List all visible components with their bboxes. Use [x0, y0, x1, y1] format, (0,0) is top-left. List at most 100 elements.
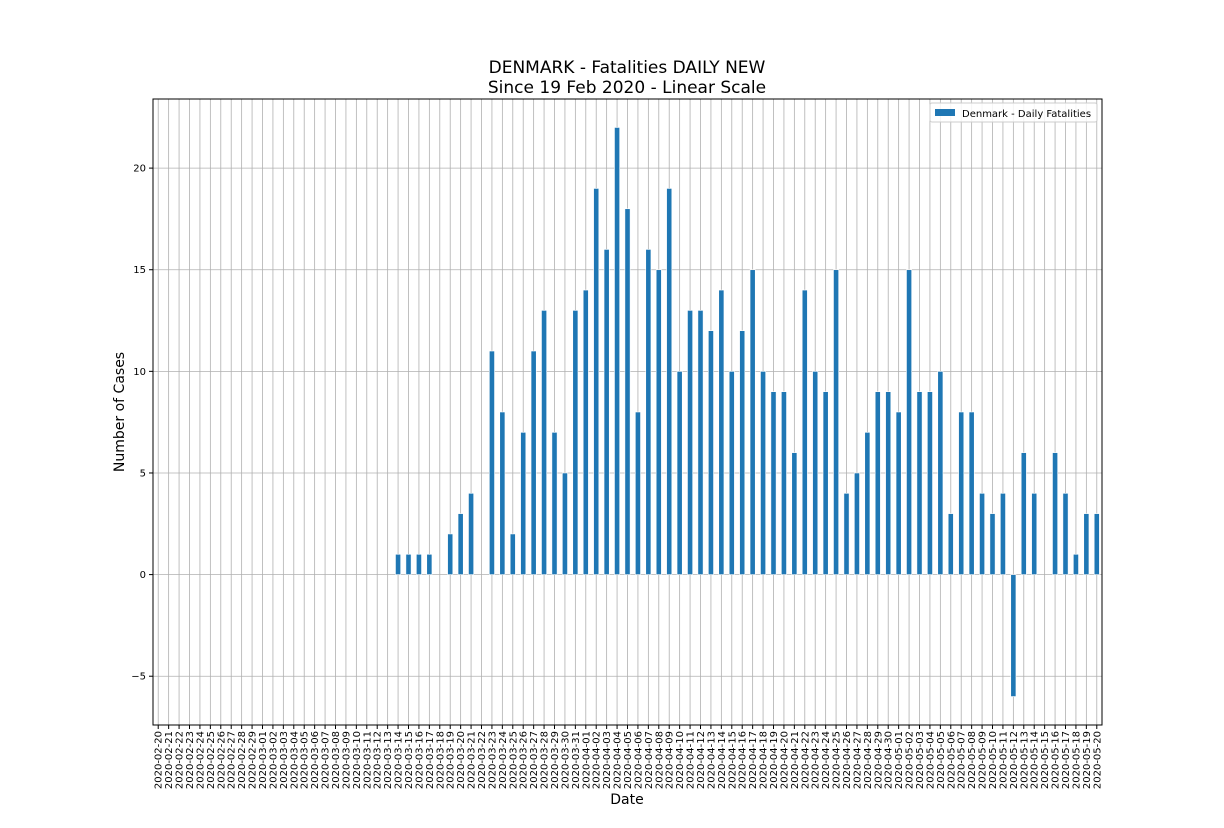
x-tick-label: 2020-03-29 — [550, 731, 561, 789]
bar — [697, 310, 704, 575]
bar — [989, 513, 996, 575]
bar — [927, 391, 933, 575]
y-tick-label: 15 — [133, 265, 146, 276]
y-tick-label: 0 — [140, 570, 146, 581]
bar — [520, 432, 527, 575]
x-tick-label: 2020-03-27 — [529, 731, 540, 789]
x-tick-label: 2020-02-25 — [206, 731, 217, 789]
x-tick-label: 2020-03-26 — [519, 731, 530, 789]
bar — [1062, 492, 1069, 575]
x-tick-label: 2020-03-17 — [425, 731, 436, 789]
chart-title: DENMARK - Fatalities DAILY NEW — [489, 58, 766, 78]
x-tick-label: 2020-05-01 — [894, 731, 905, 789]
x-tick-label: 2020-04-19 — [769, 731, 780, 789]
y-tick-label: 10 — [133, 367, 146, 378]
legend-box — [929, 102, 1098, 123]
bar — [603, 249, 610, 575]
x-tick-label: 2020-04-24 — [821, 731, 832, 789]
bar — [739, 330, 746, 575]
x-tick-label: 2020-04-06 — [633, 731, 644, 789]
bar — [895, 411, 902, 575]
bar — [447, 533, 454, 575]
bar — [760, 371, 766, 575]
x-tick-label: 2020-04-05 — [623, 731, 634, 789]
bar — [426, 553, 433, 575]
y-tick-label: −5 — [131, 672, 146, 683]
x-tick-label: 2020-03-16 — [414, 731, 425, 789]
bar — [812, 371, 819, 575]
x-tick-label: 2020-05-14 — [1030, 731, 1041, 789]
bar — [1052, 452, 1058, 575]
x-tick-label: 2020-02-22 — [175, 731, 186, 789]
bar — [968, 411, 975, 575]
y-tick-label: 5 — [140, 468, 146, 479]
y-axis-ticks: −5 0 5 10 15 20 — [131, 164, 153, 683]
x-tick-label: 2020-03-15 — [404, 731, 415, 789]
bar — [854, 472, 860, 575]
x-tick-label: 2020-05-19 — [1082, 731, 1093, 789]
x-tick-label: 2020-04-10 — [675, 731, 686, 789]
x-tick-label: 2020-05-04 — [925, 731, 936, 789]
bar — [551, 432, 558, 575]
x-tick-label: 2020-05-15 — [1040, 731, 1051, 789]
x-tick-label: 2020-05-10 — [988, 731, 999, 789]
x-tick-label: 2020-04-15 — [727, 731, 738, 789]
bar — [708, 330, 714, 575]
x-tick-label: 2020-03-11 — [362, 731, 373, 789]
x-tick-label: 2020-04-29 — [873, 731, 884, 789]
bar — [530, 350, 537, 575]
bar — [666, 188, 673, 575]
x-tick-label: 2020-05-17 — [1061, 731, 1072, 789]
bar — [947, 513, 954, 575]
x-tick-label: 2020-03-12 — [373, 731, 384, 789]
x-tick-label: 2020-03-04 — [289, 731, 300, 789]
bar — [937, 371, 944, 575]
x-tick-label: 2020-04-23 — [811, 731, 822, 789]
bar — [1083, 513, 1090, 575]
x-tick-label: 2020-02-20 — [154, 731, 165, 789]
x-tick-label: 2020-02-21 — [164, 731, 175, 789]
bar — [979, 492, 985, 575]
x-tick-label: 2020-04-09 — [665, 731, 676, 789]
bar — [781, 391, 787, 575]
legend: Denmark - Daily Fatalities — [929, 102, 1098, 123]
x-tick-label: 2020-04-28 — [863, 731, 874, 789]
x-tick-label: 2020-05-08 — [967, 731, 978, 789]
x-tick-label: 2020-04-27 — [852, 731, 863, 789]
bar — [958, 411, 965, 575]
bar — [395, 553, 401, 575]
x-tick-label: 2020-02-27 — [227, 731, 238, 789]
x-tick-label: 2020-05-13 — [1019, 731, 1030, 789]
x-tick-label: 2020-05-16 — [1051, 731, 1062, 789]
bar — [843, 492, 850, 575]
bar — [1020, 452, 1027, 575]
x-tick-label: 2020-03-06 — [310, 731, 321, 789]
bar — [885, 391, 892, 575]
x-tick-label: 2020-03-10 — [352, 731, 363, 789]
x-tick-label: 2020-02-29 — [248, 731, 259, 789]
legend-label: Denmark - Daily Fatalities — [962, 109, 1091, 120]
bars — [395, 127, 1100, 697]
x-tick-label: 2020-04-08 — [654, 731, 665, 789]
x-tick-label: 2020-05-18 — [1071, 731, 1082, 789]
x-tick-label: 2020-03-23 — [487, 731, 498, 789]
x-tick-label: 2020-04-18 — [759, 731, 770, 789]
bar — [906, 269, 912, 575]
x-tick-label: 2020-03-14 — [394, 731, 405, 789]
bar — [489, 350, 495, 575]
x-tick-label: 2020-05-06 — [946, 731, 957, 789]
x-tick-label: 2020-02-26 — [216, 731, 227, 789]
x-tick-label: 2020-02-28 — [237, 731, 248, 789]
bar — [801, 289, 808, 575]
x-tick-label: 2020-04-17 — [748, 731, 759, 789]
bar — [687, 310, 693, 575]
x-tick-label: 2020-04-02 — [592, 731, 603, 789]
bar — [1073, 553, 1079, 575]
x-tick-label: 2020-04-22 — [800, 731, 811, 789]
x-tick-label: 2020-04-20 — [779, 731, 790, 789]
x-tick-label: 2020-05-07 — [957, 731, 968, 789]
x-tick-label: 2020-03-22 — [477, 731, 488, 789]
x-tick-label: 2020-05-11 — [998, 731, 1009, 789]
